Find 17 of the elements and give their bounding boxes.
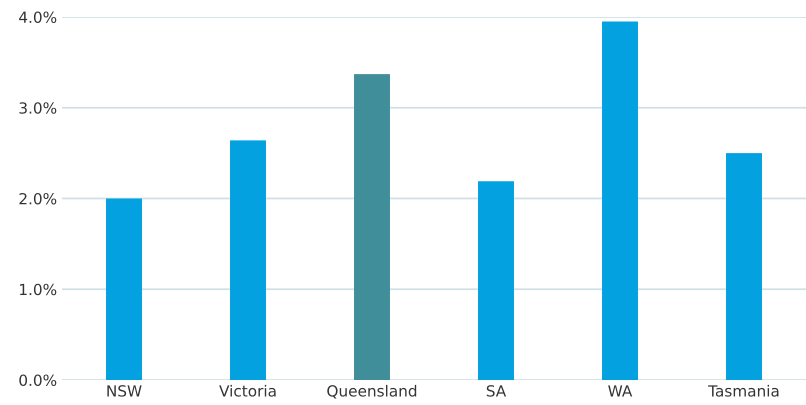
bar [230,140,266,380]
x-tick-label: Tasmania [708,384,778,397]
bar [602,22,638,380]
y-tick-label: 0.0% [19,374,56,386]
x-tick-label: NSW [107,385,142,397]
bar [354,74,390,380]
y-tick-label: 4.0% [19,11,56,24]
x-tick-label: SA [486,385,506,397]
x-tick-label: Victoria [219,384,276,397]
y-tick-label: 1.0% [20,284,56,296]
y-tick-label: 2.0% [19,192,56,205]
bar [106,198,142,380]
x-tick-label: Queensland [327,384,416,398]
x-tick-label: WA [608,385,632,396]
bar [726,153,762,380]
bar [478,181,514,380]
y-tick-label: 3.0% [19,102,56,114]
